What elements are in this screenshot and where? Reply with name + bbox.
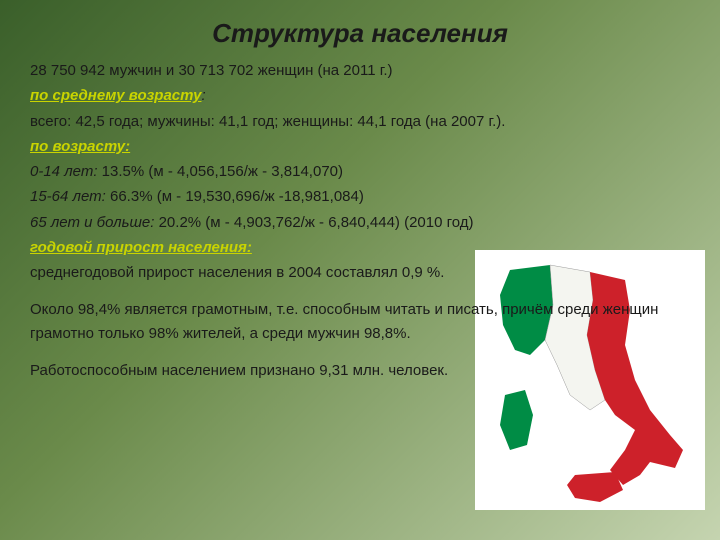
age-label: 65 лет и больше: [30, 214, 154, 231]
age-label: 15-64 лет: [30, 188, 106, 205]
age-group-2: 15-64 лет: 66.3% (м - 19,530,696/ж -18,9… [30, 185, 690, 208]
age-group-3: 65 лет и больше: 20.2% (м - 4,903,762/ж … [30, 211, 690, 234]
heading-average-age: по среднему возрасту: [30, 84, 690, 107]
paragraph-workforce: Работоспособным населением признано 9,31… [30, 359, 690, 382]
heading-by-age: по возрасту: [30, 135, 690, 158]
heading-text: по среднему возрасту [30, 87, 201, 104]
age-value: 13.5% (м - 4,056,156/ж - 3,814,070) [98, 163, 344, 180]
heading-growth: годовой прирост населения: [30, 236, 690, 259]
paragraph-literacy: Около 98,4% является грамотным, т.е. спо… [30, 298, 690, 345]
text-line: всего: 42,5 года; мужчины: 41,1 год; жен… [30, 110, 690, 133]
heading-text: годовой прирост населения: [30, 239, 252, 256]
age-group-1: 0-14 лет: 13.5% (м - 4,056,156/ж - 3,814… [30, 160, 690, 183]
text-line: 28 750 942 мужчин и 30 713 702 женщин (н… [30, 59, 690, 82]
heading-text: по возрасту: [30, 138, 130, 155]
heading-suffix: : [201, 87, 205, 104]
slide-title: Структура населения [30, 18, 690, 49]
age-value: 20.2% (м - 4,903,762/ж - 6,840,444) (201… [154, 214, 473, 231]
age-value: 66.3% (м - 19,530,696/ж -18,981,084) [106, 188, 364, 205]
text-line: среднегодовой прирост населения в 2004 с… [30, 261, 690, 284]
content-block: 28 750 942 мужчин и 30 713 702 женщин (н… [30, 59, 690, 382]
age-label: 0-14 лет: [30, 163, 98, 180]
